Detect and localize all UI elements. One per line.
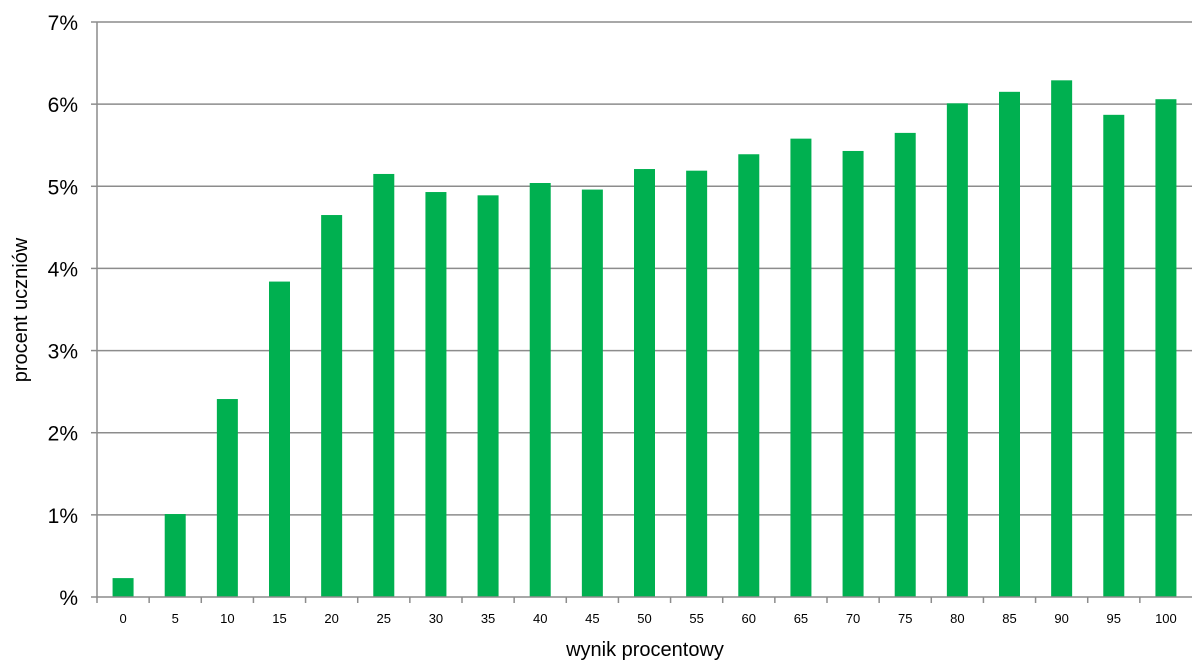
x-tick-label: 5 bbox=[172, 611, 179, 626]
x-tick-label: 30 bbox=[429, 611, 443, 626]
y-tick-labels: % 1% 2% 3% 4% 5% 6% 7% bbox=[48, 12, 78, 610]
bar bbox=[269, 281, 290, 597]
bar bbox=[112, 578, 134, 597]
x-tick-label: 80 bbox=[950, 611, 964, 626]
x-tick-label: 70 bbox=[846, 611, 860, 626]
y-axis-title: procent uczniów bbox=[10, 237, 32, 382]
x-tick-label: 100 bbox=[1155, 611, 1177, 626]
bar bbox=[425, 192, 447, 598]
bar bbox=[999, 91, 1020, 598]
x-tick-label: 75 bbox=[898, 611, 912, 626]
x-tick-labels: 0 5 10 15 20 25 30 35 40 45 50 55 60 65 70 75 80 85 90 95 10… bbox=[119, 611, 1176, 626]
x-tick-label: 0 bbox=[119, 611, 126, 626]
y-tick-label: 6% bbox=[48, 94, 78, 117]
x-tick-label: 25 bbox=[377, 611, 391, 626]
x-tick-label: 20 bbox=[324, 611, 338, 626]
x-tick-label: 90 bbox=[1054, 611, 1068, 626]
x-tick-label: 65 bbox=[794, 611, 808, 626]
bar bbox=[946, 103, 968, 598]
x-tick-label: 35 bbox=[481, 611, 495, 626]
bar bbox=[634, 169, 655, 598]
bar bbox=[842, 150, 864, 597]
y-tick-label: % bbox=[59, 587, 78, 610]
bar bbox=[1103, 114, 1125, 598]
bar bbox=[164, 514, 186, 597]
bar bbox=[790, 138, 812, 597]
axes bbox=[91, 21, 1192, 603]
x-tick-label: 40 bbox=[533, 611, 547, 626]
bar bbox=[529, 183, 551, 597]
x-tick-label: 10 bbox=[220, 611, 234, 626]
bar bbox=[581, 189, 603, 598]
bar bbox=[321, 215, 343, 598]
x-tick-label: 95 bbox=[1107, 611, 1121, 626]
y-tick-label: 3% bbox=[48, 341, 78, 364]
bar bbox=[373, 173, 395, 597]
bars bbox=[112, 80, 1177, 598]
bar bbox=[1051, 80, 1073, 598]
y-tick-label: 7% bbox=[48, 12, 78, 35]
y-tick-label: 5% bbox=[48, 176, 78, 199]
bar bbox=[477, 195, 499, 598]
y-tick-label: 4% bbox=[48, 258, 78, 281]
x-tick-label: 85 bbox=[1002, 611, 1016, 626]
bar bbox=[686, 170, 708, 597]
bar bbox=[216, 399, 238, 597]
x-tick-label: 50 bbox=[637, 611, 651, 626]
bar bbox=[738, 154, 760, 597]
y-tick-label: 1% bbox=[48, 505, 78, 528]
x-axis-title: wynik procentowy bbox=[565, 639, 724, 661]
x-tick-label: 45 bbox=[585, 611, 599, 626]
bar bbox=[1155, 99, 1177, 597]
x-tick-label: 60 bbox=[742, 611, 756, 626]
x-tick-label: 55 bbox=[689, 611, 703, 626]
y-tick-label: 2% bbox=[48, 423, 78, 446]
bar bbox=[894, 132, 916, 597]
x-tick-label: 15 bbox=[272, 611, 286, 626]
